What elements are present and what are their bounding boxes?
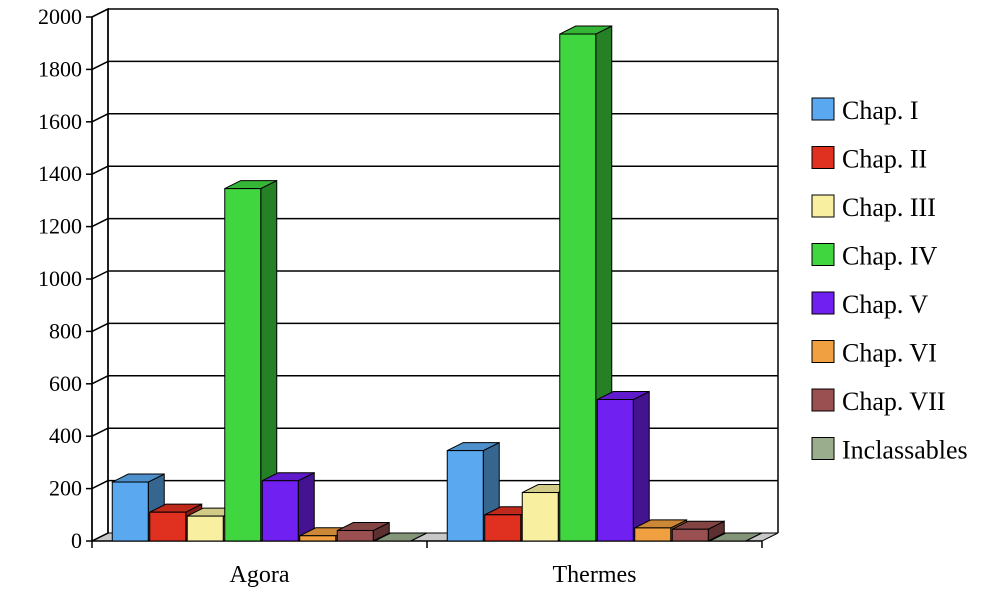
x-category-label: Agora (230, 562, 290, 588)
bar-1-4 (596, 390, 650, 542)
bar-0-4 (261, 471, 315, 542)
bar-front (336, 530, 374, 542)
legend-item: Chap. IV (811, 242, 938, 271)
y-tick-label: 600 (49, 371, 82, 396)
legend-item: Chap. I (811, 96, 919, 125)
legend-swatch (811, 194, 835, 218)
gridline-depth (91, 270, 109, 280)
bar-top (374, 532, 427, 542)
bar-front (596, 399, 634, 542)
y-tick-label: 1400 (38, 161, 82, 186)
legend-swatch (811, 437, 835, 460)
legend-item: Inclassables (811, 436, 968, 465)
gridline-depth (91, 217, 109, 228)
bar-front (224, 188, 262, 542)
legend: Chap. I Chap. II Chap. III Chap. IV Chap. V C… (811, 96, 968, 465)
gridlines (91, 8, 779, 542)
y-tick-label: 200 (49, 476, 82, 501)
bar-front (521, 492, 559, 542)
bar-front (484, 514, 522, 542)
y-tick-label: 800 (49, 318, 82, 343)
gridline-depth (91, 60, 109, 71)
gridline-depth (91, 322, 109, 333)
legend-label: Chap. III (842, 193, 936, 222)
bar-0-6 (336, 521, 390, 542)
y-tick-label: 1000 (38, 266, 82, 291)
legend-label: Chap. V (842, 290, 928, 319)
gridline-depth (91, 427, 109, 437)
bar-front (111, 481, 149, 542)
legend-item: Chap. III (811, 193, 936, 222)
bar-side (632, 390, 650, 542)
legend-swatch (811, 388, 835, 412)
legend-label: Chap. VI (842, 339, 937, 368)
legend-swatch (811, 146, 835, 169)
bar-top (709, 532, 762, 542)
y-axis-ticks: 0 200 400 600 800 1000 1200 1400 1600 1800 2000 (38, 4, 82, 553)
gridline-depth (91, 165, 109, 175)
bar-front (261, 480, 299, 542)
bar-0-3 (224, 179, 278, 542)
bar-front (671, 528, 709, 542)
legend-item: Chap. VI (811, 339, 937, 368)
bar-front (149, 511, 187, 542)
y-tick-label: 0 (71, 528, 82, 553)
gridline-depth (91, 479, 109, 490)
y-tick-label: 400 (49, 423, 82, 448)
bar-front (634, 527, 672, 542)
gridline-depth (91, 113, 109, 123)
bars (111, 25, 762, 542)
legend-label: Chap. II (842, 145, 927, 174)
bar-front (299, 535, 337, 542)
legend-swatch (811, 291, 835, 315)
legend-item: Chap. VII (811, 387, 946, 416)
y-tick-label: 1600 (38, 109, 82, 134)
legend-label: Chap. IV (842, 242, 938, 271)
legend-item: Chap. II (811, 145, 927, 174)
bar-0-7 (374, 532, 427, 542)
legend-item: Chap. V (811, 290, 928, 319)
x-category-label: Thermes (553, 562, 637, 588)
legend-swatch (811, 97, 835, 121)
legend-label: Chap. I (842, 96, 919, 125)
bar-1-7 (709, 532, 762, 542)
bar-1-3 (559, 25, 613, 542)
legend-swatch (811, 243, 835, 266)
x-axis-categories: Agora Thermes (230, 562, 637, 588)
legend-label: Chap. VII (842, 387, 946, 416)
y-tick-label: 1800 (38, 56, 82, 81)
gridline-depth (91, 375, 109, 385)
legend-label: Inclassables (842, 436, 968, 465)
bar-front (446, 450, 484, 542)
bar-front (186, 515, 224, 542)
y-tick-label: 1200 (38, 214, 82, 239)
bar-1-6 (671, 520, 725, 542)
bar-front (559, 33, 597, 542)
legend-swatch (811, 340, 835, 363)
y-tick-label: 2000 (38, 4, 82, 29)
